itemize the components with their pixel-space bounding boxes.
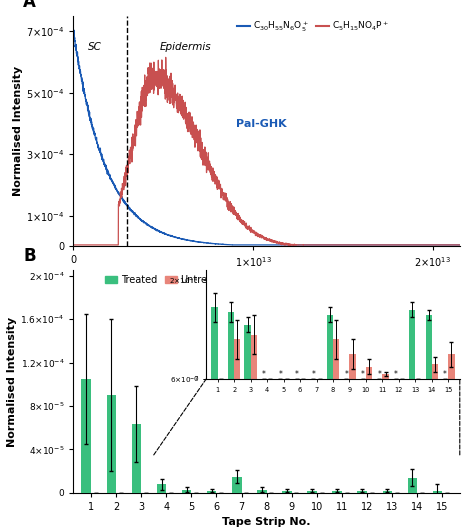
Text: *: * [311, 369, 315, 378]
Text: *: * [361, 369, 365, 378]
Bar [282, 491, 292, 493]
Bar [432, 364, 438, 379]
Bar [107, 395, 116, 493]
Bar [228, 312, 234, 379]
Bar [426, 315, 432, 379]
Bar [307, 491, 317, 493]
Text: SC: SC [88, 42, 102, 52]
Bar [232, 476, 242, 493]
Bar [245, 324, 251, 379]
Y-axis label: Normalised Intensity: Normalised Intensity [13, 66, 23, 196]
Text: B: B [23, 248, 36, 266]
Text: Epidermis: Epidermis [160, 42, 211, 52]
Bar [408, 478, 417, 493]
Text: *: * [262, 369, 266, 378]
Text: Pal-GHK: Pal-GHK [236, 119, 286, 129]
Bar [366, 367, 372, 379]
Bar [357, 491, 367, 493]
Bar [207, 491, 217, 493]
Bar [349, 354, 356, 379]
Bar [433, 491, 442, 493]
Y-axis label: Normalised Intensity: Normalised Intensity [8, 316, 18, 447]
Bar [257, 490, 266, 493]
Legend: Treated, Untreated: Treated, Untreated [101, 271, 233, 288]
X-axis label: Tape Strip No.: Tape Strip No. [222, 517, 311, 527]
Text: *: * [443, 369, 447, 378]
Bar [182, 490, 191, 493]
Text: *: * [394, 369, 398, 378]
Text: *: * [377, 369, 381, 378]
Bar [448, 354, 455, 379]
Bar [383, 374, 389, 379]
Text: A: A [23, 0, 36, 11]
X-axis label: Total Dose (ions): Total Dose (ions) [214, 275, 319, 285]
Bar [383, 491, 392, 493]
Bar [333, 339, 339, 379]
Bar [82, 379, 91, 493]
Legend: $\mathrm{C_{30}H_{55}N_6O_5^+}$, $\mathrm{C_5H_{15}NO_4P^+}$: $\mathrm{C_{30}H_{55}N_6O_5^+}$, $\mathr… [233, 16, 393, 37]
Bar [132, 425, 141, 493]
Bar [211, 307, 218, 379]
Bar [251, 334, 257, 379]
Text: *: * [345, 369, 348, 378]
Bar [234, 339, 240, 379]
Bar [409, 310, 415, 379]
Bar [327, 315, 333, 379]
Bar [157, 484, 166, 493]
Bar [332, 491, 342, 493]
Text: *: * [279, 369, 283, 378]
Text: *: * [295, 369, 299, 378]
